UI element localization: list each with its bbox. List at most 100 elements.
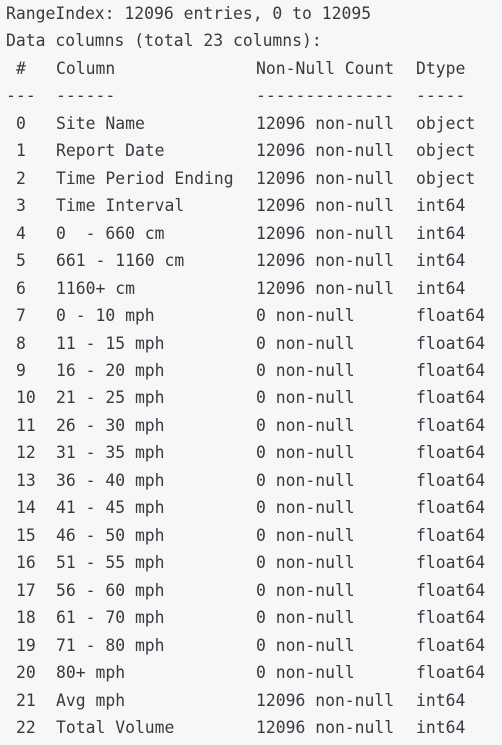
non-null-count: 0 non-null: [256, 333, 355, 353]
column-name: 41 - 45 mph: [56, 498, 165, 518]
dtype: float64: [416, 635, 486, 655]
column-name: Report Date: [56, 141, 165, 161]
separator: ------: [56, 86, 116, 106]
row-index: 19: [16, 635, 36, 655]
non-null-count: 0 non-null: [256, 553, 355, 573]
dtype: int64: [416, 717, 466, 737]
column-name: Avg mph: [56, 690, 126, 710]
row-index: 10: [16, 388, 36, 408]
non-null-count: 0 non-null: [256, 525, 355, 545]
row-index: 21: [16, 690, 36, 710]
row-index: 15: [16, 525, 36, 545]
non-null-count: 12096 non-null: [256, 196, 395, 216]
dtype: float64: [416, 388, 486, 408]
dtype: object: [416, 113, 476, 133]
row-index: 9: [16, 360, 26, 380]
row-index: 6: [16, 278, 26, 298]
column-name: Site Name: [56, 113, 145, 133]
info-line: RangeIndex: 12096 entries, 0 to 12095: [6, 4, 372, 23]
row-index: 13: [16, 470, 36, 490]
row-index: 8: [16, 333, 26, 353]
column-name: 36 - 40 mph: [56, 470, 165, 490]
column-name: 56 - 60 mph: [56, 580, 165, 600]
column-header: Column: [56, 58, 116, 78]
column-name: 61 - 70 mph: [56, 608, 165, 628]
dtype: float64: [416, 553, 486, 573]
column-name: 21 - 25 mph: [56, 388, 165, 408]
column-name: 1160+ cm: [56, 278, 135, 298]
dtype: float64: [416, 333, 486, 353]
dtype: float64: [416, 443, 486, 463]
column-name: 11 - 15 mph: [56, 333, 165, 353]
non-null-count: 12096 non-null: [256, 278, 395, 298]
non-null-count: 12096 non-null: [256, 717, 395, 737]
dtype: float64: [416, 580, 486, 600]
dtype: float64: [416, 306, 486, 326]
dtype: float64: [416, 415, 486, 435]
separator: --------------: [256, 86, 395, 106]
non-null-count: 0 non-null: [256, 580, 355, 600]
column-name: 31 - 35 mph: [56, 443, 165, 463]
dtype: float64: [416, 608, 486, 628]
column-header: Non-Null Count: [256, 58, 395, 78]
row-index: 14: [16, 498, 36, 518]
dtype: object: [416, 141, 476, 161]
column-name: Time Interval: [56, 196, 185, 216]
non-null-count: 0 non-null: [256, 388, 355, 408]
info-line: Data columns (total 23 columns):: [6, 31, 322, 51]
column-name: 0 - 660 cm: [56, 223, 165, 243]
row-index: 7: [16, 306, 26, 326]
row-index: 22: [16, 717, 36, 737]
non-null-count: 12096 non-null: [256, 113, 395, 133]
column-header: Dtype: [416, 58, 466, 78]
row-index: 17: [16, 580, 36, 600]
dtype: float64: [416, 470, 486, 490]
non-null-count: 0 non-null: [256, 415, 355, 435]
non-null-count: 0 non-null: [256, 360, 355, 380]
dtype: float64: [416, 498, 486, 518]
row-index: 1: [16, 141, 26, 161]
non-null-count: 0 non-null: [256, 608, 355, 628]
non-null-count: 12096 non-null: [256, 168, 395, 188]
non-null-count: 12096 non-null: [256, 141, 395, 161]
dtype: int64: [416, 196, 466, 216]
column-name: 71 - 80 mph: [56, 635, 165, 655]
row-index: 12: [16, 443, 36, 463]
non-null-count: 0 non-null: [256, 663, 355, 683]
dtype: object: [416, 168, 476, 188]
row-index: 3: [16, 196, 26, 216]
separator: -----: [416, 86, 466, 106]
non-null-count: 12096 non-null: [256, 223, 395, 243]
row-index: 11: [16, 415, 36, 435]
non-null-count: 0 non-null: [256, 443, 355, 463]
non-null-count: 12096 non-null: [256, 690, 395, 710]
row-index: 2: [16, 168, 26, 188]
column-name: 0 - 10 mph: [56, 306, 155, 326]
non-null-count: 0 non-null: [256, 635, 355, 655]
dtype: float64: [416, 525, 486, 545]
column-header: #: [16, 58, 26, 78]
dtype: int64: [416, 251, 466, 271]
dtype: int64: [416, 223, 466, 243]
column-name: 16 - 20 mph: [56, 360, 165, 380]
row-index: 0: [16, 113, 26, 133]
column-name: 80+ mph: [56, 663, 126, 683]
column-name: 661 - 1160 cm: [56, 251, 185, 271]
row-index: 20: [16, 663, 36, 683]
row-index: 18: [16, 608, 36, 628]
separator: ---: [6, 86, 36, 106]
dtype: int64: [416, 690, 466, 710]
column-name: Total Volume: [56, 717, 175, 737]
dtype: float64: [416, 360, 486, 380]
row-index: 4: [16, 223, 26, 243]
non-null-count: 12096 non-null: [256, 251, 395, 271]
row-index: 16: [16, 553, 36, 573]
non-null-count: 0 non-null: [256, 470, 355, 490]
non-null-count: 0 non-null: [256, 306, 355, 326]
column-name: Time Period Ending: [56, 168, 234, 188]
column-name: 26 - 30 mph: [56, 415, 165, 435]
dtype: float64: [416, 663, 486, 683]
row-index: 5: [16, 251, 26, 271]
non-null-count: 0 non-null: [256, 498, 355, 518]
